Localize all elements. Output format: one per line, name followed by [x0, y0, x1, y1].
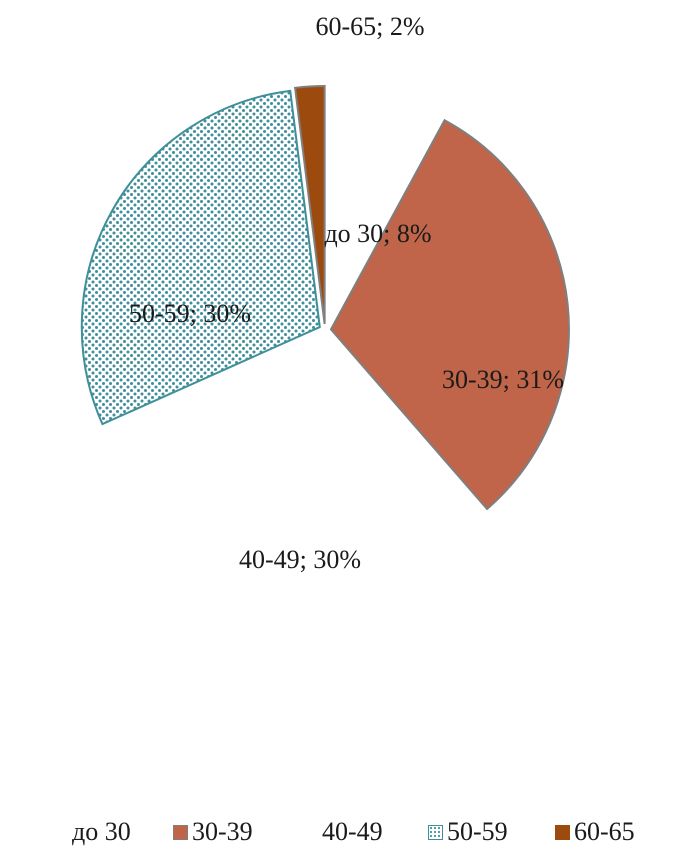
legend-item-30-39: 30-39	[173, 817, 253, 847]
legend-swatch-30-39	[173, 824, 188, 840]
legend-swatch-50-59	[428, 824, 443, 840]
data-label-до-30: до 30; 8%	[324, 219, 431, 248]
data-label-60-65: 60-65; 2%	[315, 12, 424, 41]
pie-slice-60-65	[293, 85, 326, 325]
data-label-30-39: 30-39; 31%	[442, 365, 564, 394]
legend-item-do-30: до 30	[72, 817, 131, 847]
legend-label-40-49: 40-49	[322, 817, 383, 846]
legend-item-40-49: 40-49	[322, 817, 383, 847]
data-label-50-59: 50-59; 30%	[129, 299, 251, 328]
legend-label-50-59: 50-59	[447, 817, 508, 846]
legend-label-60-65: 60-65	[574, 817, 635, 846]
pie-data-labels: до 30; 8% 30-39; 31% 40-49; 30% 50-59; 30% 6…	[129, 12, 564, 574]
legend-item-60-65: 60-65	[555, 817, 635, 847]
legend-label-30-39: 30-39	[192, 817, 253, 846]
pie-slices	[80, 85, 570, 511]
data-label-40-49: 40-49; 30%	[239, 545, 361, 574]
chart-legend: до 30 30-39 40-49 50-59 60-65	[0, 812, 673, 852]
pie-slice-50-59	[80, 89, 321, 426]
pie-slice-30-39	[329, 118, 570, 511]
legend-item-50-59: 50-59	[428, 817, 508, 847]
legend-swatch-60-65	[555, 824, 570, 840]
legend-label-do-30: до 30	[72, 817, 131, 846]
